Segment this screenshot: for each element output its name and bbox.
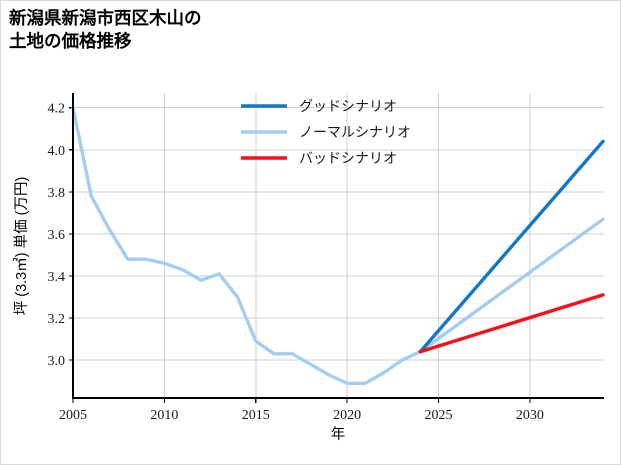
x-tick-label: 2015: [242, 408, 270, 423]
y-tick-label: 3.6: [48, 228, 66, 243]
y-axis-ticks: 3.0 3.2 3.4 3.6 3.8 4.0 4.2: [48, 102, 73, 369]
y-tick-label: 4.2: [48, 102, 66, 117]
x-tick-label: 2005: [59, 408, 87, 423]
y-tick-label: 3.0: [48, 354, 66, 369]
series-line-グッドシナリオ: [418, 139, 605, 354]
x-axis-ticks: 2005 2010 2015 2020 2025 2030: [59, 398, 544, 423]
y-tick-label: 3.4: [48, 270, 66, 285]
series-line-バッドシナリオ: [418, 293, 605, 354]
x-tick-label: 2025: [425, 408, 453, 423]
y-tick-label: 3.8: [48, 186, 66, 201]
data-series: [71, 106, 605, 385]
legend-label-2: バッドシナリオ: [299, 150, 397, 166]
page-title: 新潟県新潟市西区木山の 土地の価格推移: [9, 8, 202, 52]
y-tick-label: 3.2: [48, 312, 66, 327]
x-tick-label: 2030: [516, 408, 544, 423]
x-tick-label: 2020: [333, 408, 361, 423]
y-tick-label: 4.0: [48, 144, 66, 159]
x-tick-label: 2010: [150, 408, 178, 423]
y-axis-title: 坪 (3.3㎡) 単価 (万円): [13, 177, 30, 316]
legend-label-1: ノーマルシナリオ: [299, 124, 411, 140]
x-axis-title: 年: [331, 426, 346, 443]
legend-label-0: グッドシナリオ: [299, 98, 397, 114]
series-line-ノーマルシナリオ: [71, 106, 605, 385]
